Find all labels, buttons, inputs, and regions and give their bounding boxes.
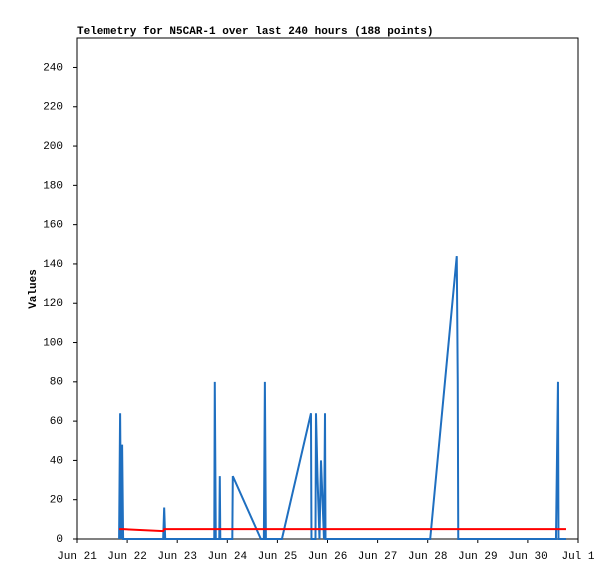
x-tick-label: Jun 24 [207,551,247,563]
x-tick-label: Jun 21 [57,551,97,563]
x-tick-label: Jun 25 [258,551,298,563]
y-tick-label: 120 [43,298,63,310]
series-line [118,255,566,540]
x-tick-label: Jun 27 [358,551,398,563]
y-tick-label: 200 [43,141,63,153]
chart-title: Telemetry for N5CAR-1 over last 240 hour… [77,26,433,38]
x-tick-label: Jun 22 [107,551,147,563]
y-tick-label: 0 [56,534,63,546]
y-tick-label: 40 [50,455,63,467]
x-tick-label: Jun 28 [408,551,448,563]
y-tick-label: 100 [43,337,63,349]
x-tick-label: Jun 30 [508,551,548,563]
y-tick-label: 220 [43,102,63,114]
y-tick-label: 180 [43,180,63,192]
x-tick-label: Jun 29 [458,551,498,563]
x-tick-label: Jun 26 [308,551,348,563]
y-tick-label: 140 [43,259,63,271]
y-tick-label: 60 [50,416,63,428]
x-tick-label: Jul 1 [561,551,594,563]
series-line [119,528,566,533]
y-axis-label: Values [28,269,40,309]
y-tick-label: 240 [43,62,63,74]
x-tick-label: Jun 23 [157,551,197,563]
y-tick-label: 80 [50,377,63,389]
y-tick-label: 160 [43,220,63,232]
y-tick-label: 20 [50,495,63,507]
